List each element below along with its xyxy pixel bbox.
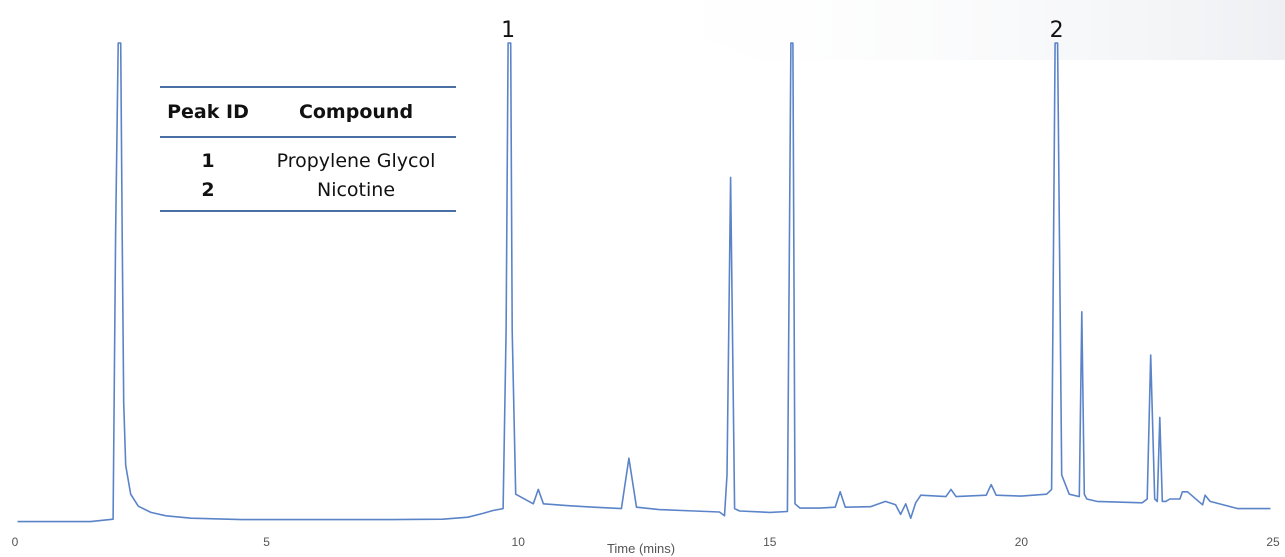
peak-legend-table: Peak ID Compound 1 Propylene Glycol 2 Ni… [160,86,456,212]
x-tick-label: 10 [512,535,526,549]
peak-number-label: 1 [501,18,515,43]
x-tick-label: 0 [12,535,19,549]
x-tick-label: 15 [763,535,777,549]
legend-header-peak-id: Peak ID [167,101,249,123]
legend-peak-id: 1 [201,149,215,172]
legend-compound: Nicotine [316,178,396,201]
legend-row: 2 Nicotine [160,175,456,204]
legend-bottom-rule [160,210,456,212]
legend-row: 1 Propylene Glycol [160,146,456,175]
legend-top-rule [160,86,456,88]
legend-peak-id: 2 [201,178,215,201]
x-axis-title: Time (mins) [607,541,675,556]
legend-header-row: Peak ID Compound [160,88,456,136]
peak-number-label: 2 [1050,18,1064,43]
chromatogram-trace-line [17,42,1271,523]
legend-header-rule [160,136,456,138]
x-tick-label: 20 [1015,535,1029,549]
legend-compound: Propylene Glycol [276,149,436,172]
legend-header-compound: Compound [298,101,414,123]
x-tick-label: 25 [1266,535,1280,549]
x-tick-label: 5 [263,535,270,549]
